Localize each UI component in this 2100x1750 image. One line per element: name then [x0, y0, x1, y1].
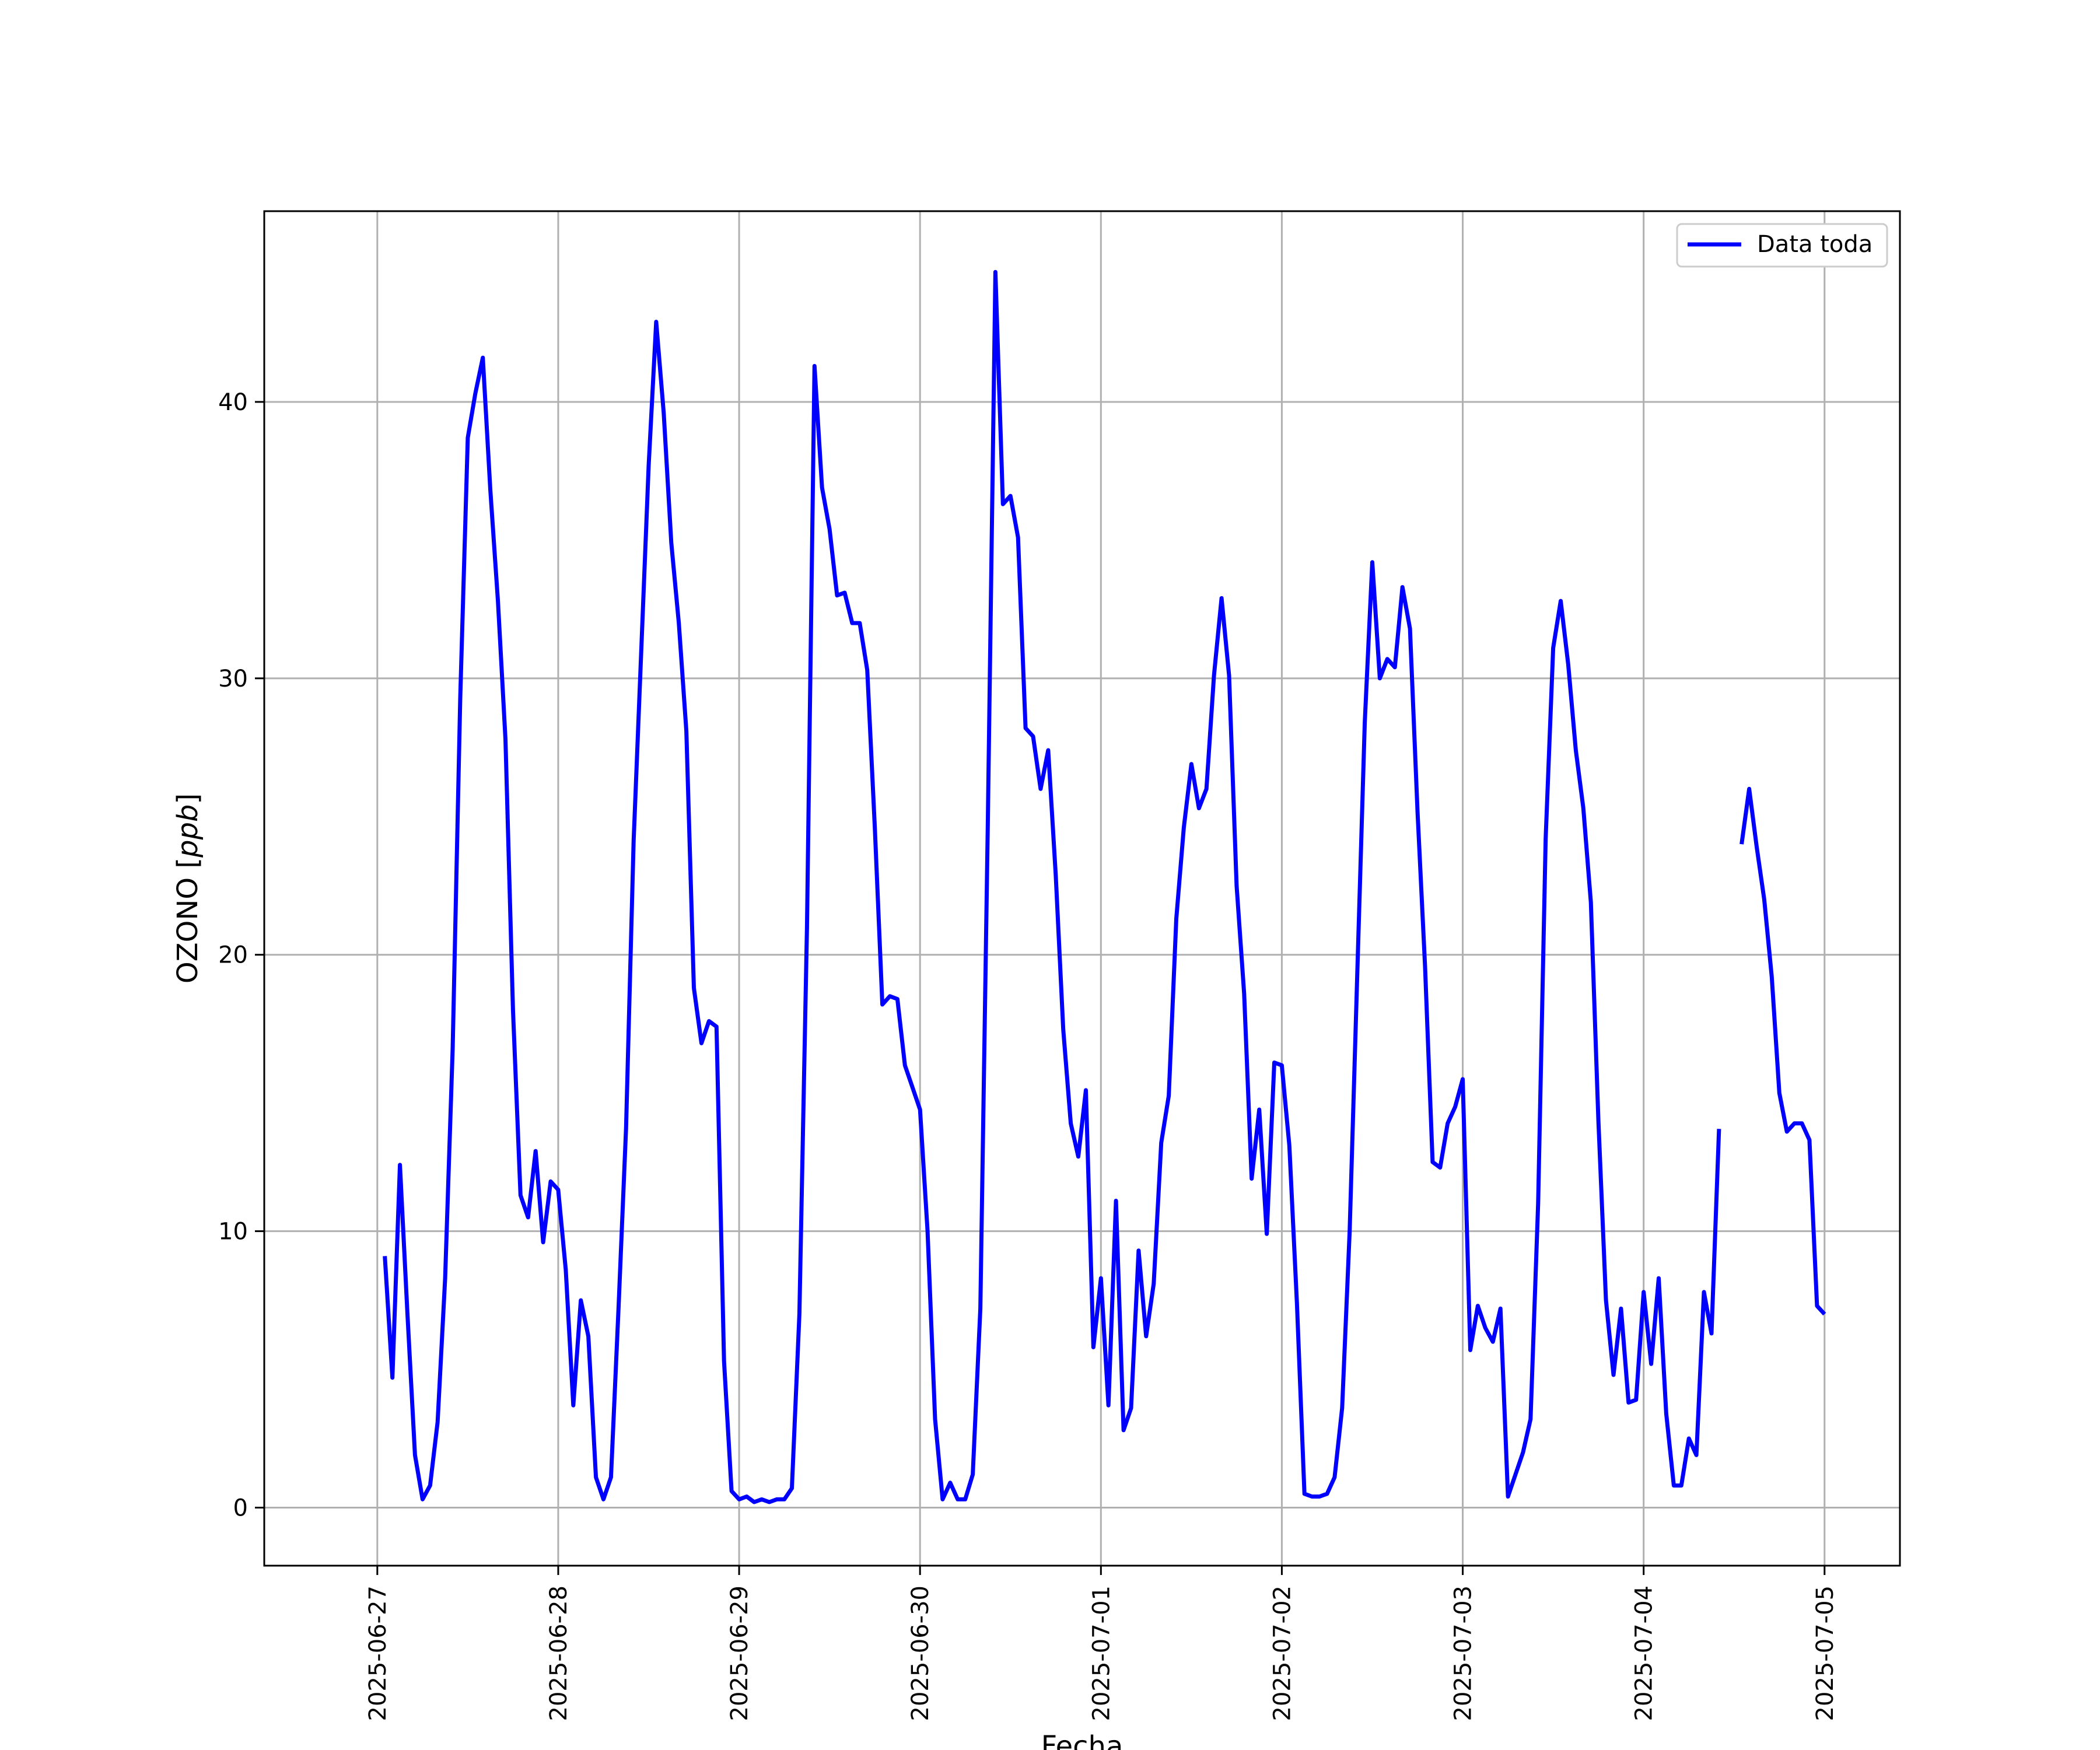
series-line-segment: [383, 270, 1721, 1504]
y-tick-label: 20: [218, 942, 248, 969]
x-tick-label: 2025-07-01: [1088, 1586, 1115, 1721]
x-axis-ticks: 2025-06-27 2025-06-28 2025-06-29 2025-06-30…: [365, 1566, 1839, 1721]
y-axis-title: OZONO [ppb]: [172, 793, 204, 984]
y-axis-title-text: OZONO: [172, 877, 204, 984]
series-layer: [383, 270, 1826, 1504]
x-tick-label: 2025-06-27: [365, 1586, 391, 1721]
y-tick-label: 40: [218, 389, 248, 416]
x-tick-label: 2025-07-04: [1631, 1586, 1658, 1721]
y-axis-ticks: 0 10 20 30 40: [218, 389, 264, 1521]
legend: Data toda: [1676, 223, 1888, 268]
x-tick-label: 2025-06-28: [545, 1586, 572, 1721]
x-axis-title: Fecha: [1041, 1730, 1124, 1750]
x-tick-label: 2025-07-02: [1269, 1586, 1296, 1721]
y-axis-title-unit: ppb: [172, 804, 204, 858]
x-tick-label: 2025-06-29: [726, 1586, 753, 1721]
plot-frame: [263, 210, 1901, 1567]
x-tick-label: 2025-07-03: [1450, 1586, 1477, 1721]
y-tick-label: 30: [218, 666, 248, 692]
y-tick-label: 0: [233, 1494, 248, 1521]
grid-lines: [264, 211, 1900, 1566]
series-line-segment: [1740, 786, 1826, 1316]
y-tick-label: 10: [218, 1219, 248, 1245]
x-tick-label: 2025-06-30: [907, 1586, 934, 1721]
legend-label: Data toda: [1757, 231, 1873, 258]
x-tick-label: 2025-07-05: [1812, 1586, 1839, 1721]
legend-box: [1676, 223, 1888, 268]
